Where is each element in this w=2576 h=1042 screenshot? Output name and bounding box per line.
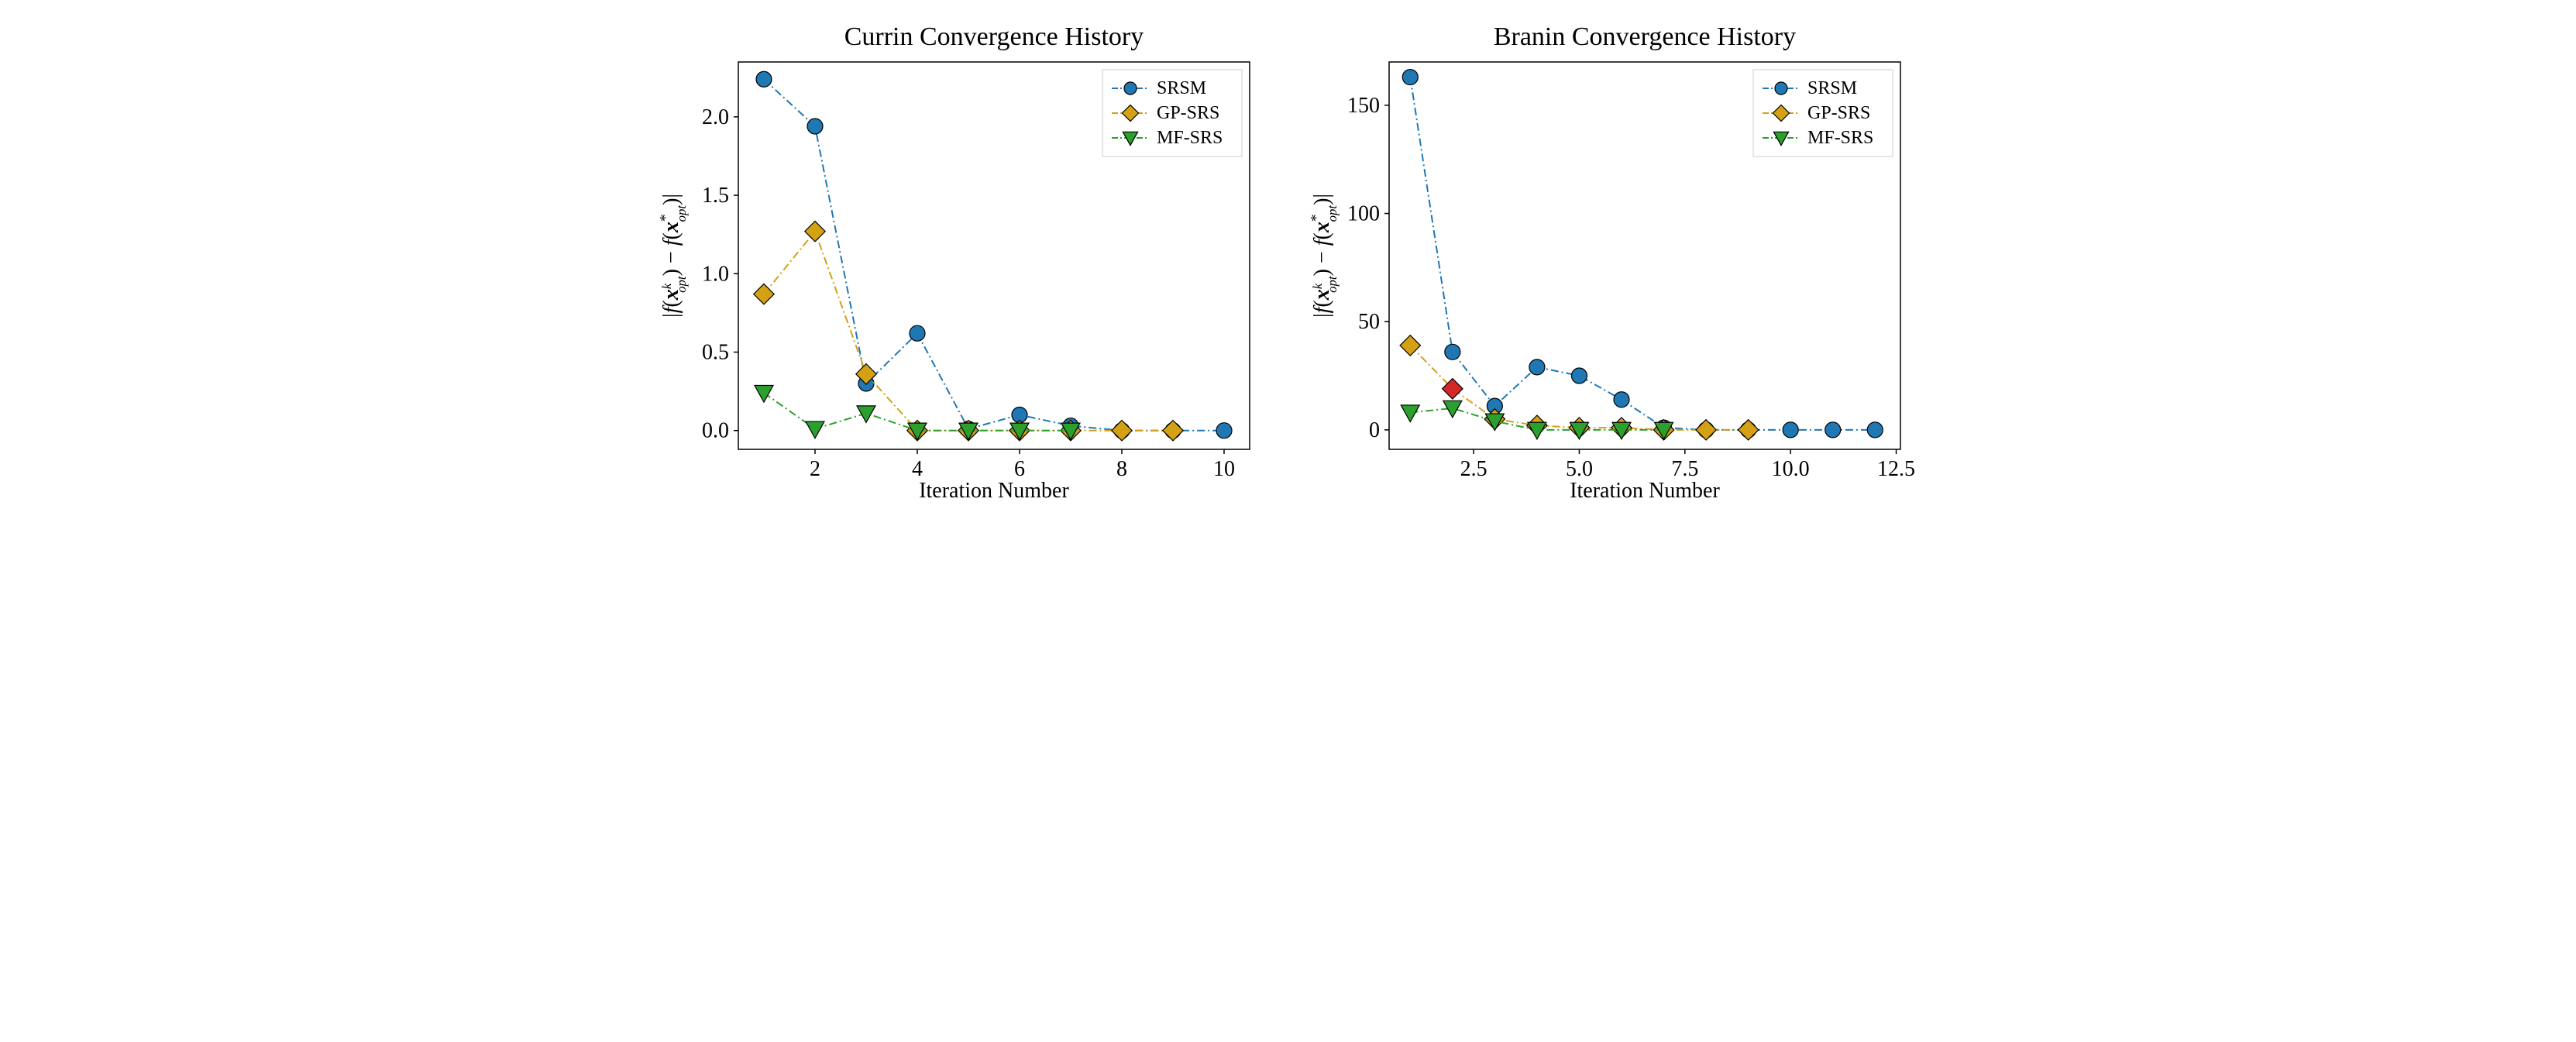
marker-diamond — [1162, 421, 1182, 441]
marker-triangle-down — [1401, 405, 1419, 422]
marker-circle — [1614, 392, 1629, 408]
marker-diamond — [753, 284, 773, 304]
series-GP-SRS — [753, 221, 1182, 440]
series-line — [764, 232, 1173, 431]
legend-label: GP-SRS — [1157, 103, 1219, 123]
xtick-label: 6 — [1014, 457, 1025, 481]
ytick-label: 0 — [1369, 418, 1380, 442]
ytick-label: 150 — [1347, 94, 1380, 118]
marker-circle — [756, 71, 772, 87]
marker-circle — [1124, 82, 1137, 95]
xtick-label: 2 — [810, 457, 820, 481]
marker-diamond — [1400, 335, 1420, 356]
y-axis-label: |f(xkopt) − f(x*opt)| — [1308, 194, 1339, 318]
ytick-label: 1.0 — [702, 262, 729, 286]
x-axis-label: Iteration Number — [919, 479, 1069, 503]
y-axis-label: |f(xkopt) − f(x*opt)| — [657, 194, 688, 318]
subplot-currin: 2 4 6 8 10 0.0 0.5 1.0 1.5 2.0 Currin Convergence … — [653, 15, 1273, 515]
marker-triangle-down — [755, 386, 773, 403]
legend-label: SRSM — [1807, 78, 1857, 98]
figure-container: 2 4 6 8 10 0.0 0.5 1.0 1.5 2.0 Currin Convergence … — [15, 15, 2561, 515]
y-axis-label-group: |f(xkopt) − f(x*opt)| — [657, 194, 688, 318]
xtick-label: 12.5 — [1877, 457, 1915, 481]
legend: SRSM GP-SRS MF-SRS — [1102, 70, 1242, 156]
series-MF-SRS — [755, 386, 1080, 440]
xtick-label: 2.5 — [1460, 457, 1487, 481]
x-axis-label: Iteration Number — [1570, 479, 1720, 503]
xtick-label: 10 — [1213, 457, 1235, 481]
ytick-label: 50 — [1358, 310, 1380, 334]
xtick-label: 10.0 — [1771, 457, 1809, 481]
marker-circle — [1867, 422, 1883, 438]
marker-circle — [1216, 423, 1232, 438]
marker-triangle-down — [1527, 422, 1546, 439]
legend-label: MF-SRS — [1157, 128, 1223, 148]
ytick-label: 1.5 — [702, 184, 729, 208]
chart-title: Currin Convergence History — [844, 22, 1144, 51]
marker-triangle-down — [857, 406, 875, 423]
legend-label: SRSM — [1157, 78, 1206, 98]
marker-triangle-down — [806, 421, 824, 438]
marker-circle — [1571, 368, 1587, 383]
marker-circle — [1402, 70, 1418, 85]
marker-circle — [807, 119, 823, 134]
chart-title: Branin Convergence History — [1493, 22, 1795, 51]
marker-diamond — [1738, 420, 1758, 440]
legend-label: MF-SRS — [1807, 128, 1873, 148]
ytick-label: 0.5 — [702, 340, 729, 364]
xtick-label: 8 — [1116, 457, 1127, 481]
ytick-label: 100 — [1347, 202, 1380, 226]
xtick-label: 4 — [912, 457, 923, 481]
marker-circle — [1444, 344, 1460, 359]
marker-diamond — [1695, 420, 1715, 440]
xtick-label: 5.0 — [1565, 457, 1592, 481]
marker-circle — [1529, 359, 1544, 375]
xtick-label: 7.5 — [1671, 457, 1698, 481]
marker-circle — [1825, 422, 1840, 438]
chart-branin: 2.5 5.0 7.5 10.0 12.5 0 50 100 150 Branin Converg… — [1304, 15, 1924, 511]
chart-currin: 2 4 6 8 10 0.0 0.5 1.0 1.5 2.0 Currin Convergence … — [653, 15, 1273, 511]
legend: SRSM GP-SRS MF-SRS — [1753, 70, 1893, 156]
y-axis-label-group: |f(xkopt) − f(x*opt)| — [1308, 194, 1339, 318]
marker-diamond — [1111, 421, 1131, 441]
marker-circle — [1783, 422, 1798, 438]
marker-diamond — [804, 221, 824, 241]
legend-label: GP-SRS — [1807, 103, 1870, 123]
ytick-label: 0.0 — [702, 419, 729, 443]
subplot-branin: 2.5 5.0 7.5 10.0 12.5 0 50 100 150 Branin Converg… — [1304, 15, 1924, 515]
marker-circle — [1775, 82, 1787, 95]
ytick-label: 2.0 — [702, 105, 729, 129]
marker-circle — [910, 325, 925, 341]
